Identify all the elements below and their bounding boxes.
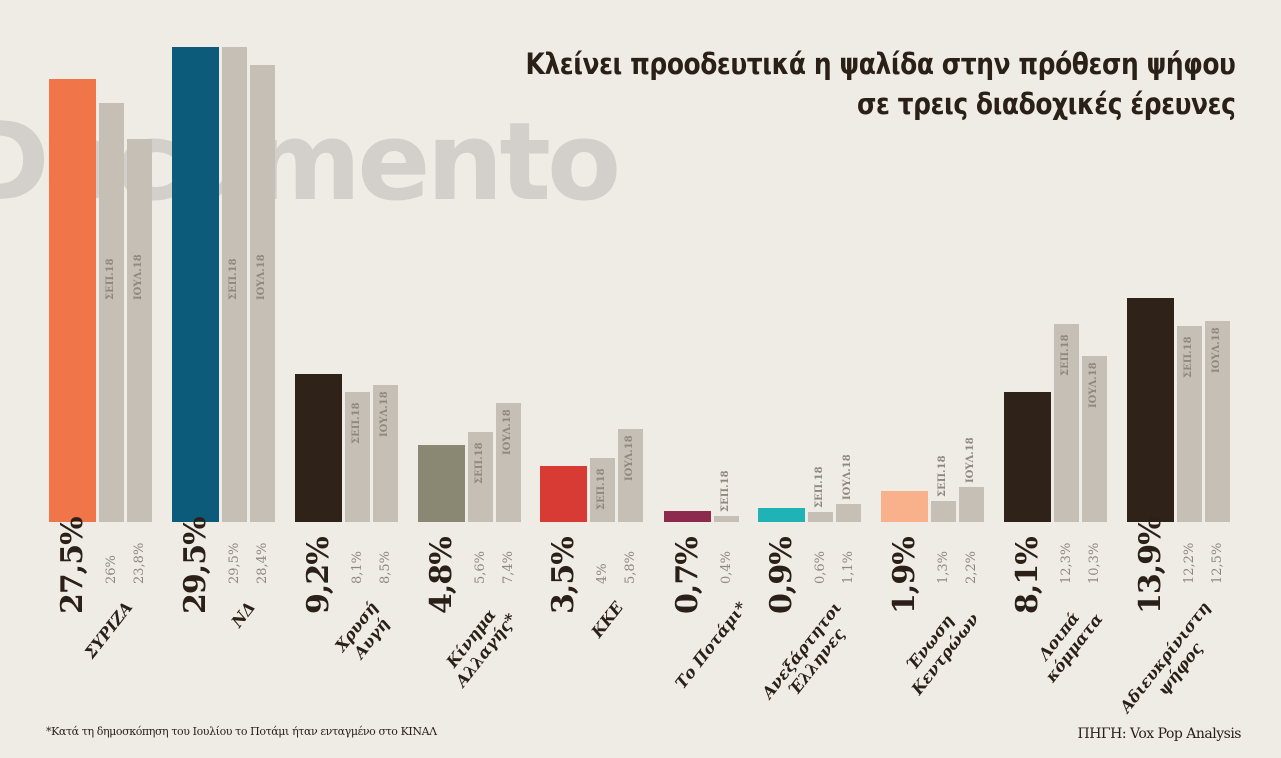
value-label-jul18: 23,8% [132,542,147,584]
footnote: *Κατά τη δημοσκόπηση του Ιουλίου το Ποτά… [46,725,437,738]
value-label-sep18: 0,6% [813,550,828,584]
bar-current [881,491,928,522]
value-label-jul18: 5,8% [623,550,638,584]
value-label-sep18: 8,1% [350,550,365,584]
value-label-current: 0,7% [670,537,705,614]
value-label-jul18: 1,1% [841,550,856,584]
title-line-1: Κλείνει προοδευτικά η ψαλίδα στην πρόθεσ… [525,47,1235,81]
value-label-sep18: 5,6% [473,550,488,584]
value-label-sep18: 26% [104,555,119,584]
bar-current [295,373,342,522]
bar-sep18 [1054,323,1079,522]
bar-current [418,444,465,522]
series-label: ΙΟΥΛ.18 [379,391,390,438]
value-label-jul18: 8,5% [378,550,393,584]
bar-sep18 [222,47,247,522]
chart-title: Κλείνει προοδευτικά η ψαλίδα στην πρόθεσ… [525,44,1235,124]
category-label: ΝΔ [227,598,259,631]
bar-jul18 [1205,320,1230,522]
value-label-current: 1,9% [887,537,922,614]
bar-sep18 [714,515,739,522]
bar-jul18 [250,64,275,522]
series-label: ΣΕΠ.18 [814,466,825,509]
bar-current [758,507,805,522]
value-label-current: 3,5% [546,537,581,614]
series-label: ΣΕΠ.18 [105,258,116,300]
series-label: ΙΟΥΛ.18 [842,454,853,501]
value-label-jul18: 28,4% [255,542,270,584]
category-label-line: ΚΚΕ [587,598,627,642]
series-label: ΙΟΥΛ.18 [133,254,144,300]
category-label: Ανεξάρτητοι Έλληνες [758,598,860,714]
value-label-sep18: 4% [595,563,610,584]
bar-jul18 [836,504,861,522]
bar-sep18 [931,501,956,522]
category-label: Αδιευκρίνιστη ψήφος [1116,598,1229,728]
title-line-2: σε τρεις διαδοχικές έρευνες [856,87,1236,121]
bar-current [172,47,219,522]
value-label-current: 8,1% [1010,537,1045,614]
value-label-current: 0,9% [764,537,799,614]
series-label: ΣΕΠ.18 [1183,336,1194,378]
bar-jul18 [373,385,398,522]
category-label: Χρυσή Αυγή [332,598,397,667]
bar-current [540,465,587,522]
bar-sep18 [468,431,493,522]
bar-jul18 [496,402,521,522]
series-label: ΣΕΠ.18 [937,455,948,498]
category-label: ΚΚΕ [587,598,627,641]
value-label-jul18: 10,3% [1087,542,1102,584]
bar-current [49,79,96,522]
bar-current [1127,298,1174,522]
value-label-jul18: 2,2% [964,550,979,584]
series-label: ΣΕΠ.18 [596,468,607,510]
bar-current [664,510,711,522]
bar-jul18 [127,138,152,522]
series-label: ΙΟΥΛ.18 [502,409,513,455]
series-label: ΣΕΠ.18 [1060,334,1071,376]
series-label: ΣΕΠ.18 [351,402,362,444]
bar-sep18 [1177,325,1202,522]
value-label-current: 9,2% [301,537,336,614]
bar-jul18 [618,428,643,522]
value-label-current: 13,9% [1133,517,1168,614]
value-label-current: 27,5% [55,517,90,614]
category-label-line: ΝΔ [227,598,259,632]
series-label: ΙΟΥΛ.18 [1088,362,1099,409]
series-label: ΣΕΠ.18 [228,258,239,300]
series-label: ΣΕΠ.18 [474,442,485,484]
value-label-sep18: 29,5% [227,542,242,584]
value-label-sep18: 12,3% [1059,542,1074,584]
bar-current [1004,391,1051,522]
bar-jul18 [959,486,984,522]
source-note: ΠΗΓΗ: Vox Pop Analysis [1077,726,1241,742]
bar-sep18 [345,391,370,522]
value-label-current: 4,8% [424,537,459,614]
value-label-current: 29,5% [178,517,213,614]
bar-jul18 [1082,356,1107,522]
bar-sep18 [99,103,124,522]
value-label-sep18: 12,2% [1182,542,1197,584]
series-label: ΙΟΥΛ.18 [256,254,267,300]
value-label-sep18: 1,3% [936,550,951,584]
bar-sep18 [590,457,615,522]
value-label-jul18: 12,5% [1210,542,1225,584]
series-label: ΙΟΥΛ.18 [1211,327,1222,373]
series-label: ΙΟΥΛ.18 [624,434,635,481]
value-label-jul18: 7,4% [501,550,516,584]
bar-sep18 [808,512,833,522]
series-label: ΙΟΥΛ.18 [965,436,976,483]
series-label: ΣΕΠ.18 [720,470,731,512]
value-label-sep18: 0,4% [719,550,734,584]
